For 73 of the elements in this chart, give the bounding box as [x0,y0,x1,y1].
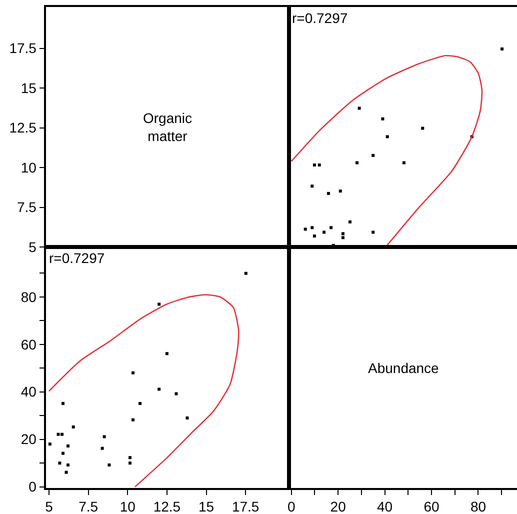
point [48,442,52,446]
point [58,462,62,465]
point [61,402,64,405]
point [64,470,68,474]
point [244,272,248,275]
x-tick-label: 15 [198,498,214,514]
point [355,161,358,164]
x-tick-label: 17.5 [232,498,260,514]
y-tick-label: 0 [28,478,37,495]
point [341,236,344,240]
point [131,418,134,422]
x-tick-label: 12.5 [153,498,181,514]
y-tick-label: 5 [28,238,37,255]
annotation: r=0.7297 [292,10,348,26]
y-tick-label: 40 [20,384,37,400]
point [158,302,161,306]
point [310,184,314,188]
y-tick-label: 7.5 [16,199,37,216]
point [348,220,352,224]
x-tick-label: 20 [330,498,346,514]
y-tick-label: 60 [20,336,37,352]
point [372,230,375,234]
point [128,456,132,460]
point [56,432,60,436]
point [310,226,314,230]
y-tick-label: 80 [20,288,37,305]
annotation: Organic matter [143,110,192,144]
line-series [48,294,240,488]
y-tick-label: 12.5 [9,120,37,136]
point [100,446,104,450]
x-tick-label: 0 [287,498,296,514]
point [312,163,316,166]
point [138,402,142,405]
x-tick-label: 7.5 [78,498,98,514]
point [338,190,342,193]
point [421,126,424,130]
point [186,416,189,420]
y-tick-label: 10 [20,159,37,176]
point [72,425,75,428]
y-tick-label: 15 [20,80,37,96]
point [66,463,70,466]
point [386,135,389,138]
point [66,444,70,448]
point [61,452,64,455]
y-tick-label: 20 [20,431,37,448]
y-tick-label: 17.5 [9,40,37,56]
point [402,161,406,164]
point [131,371,134,374]
point [304,228,307,231]
x-tick-label: 10 [120,498,136,514]
point [165,352,168,356]
point [312,234,316,238]
x-tick-label: 60 [424,498,440,514]
point [358,106,361,110]
point [381,117,384,120]
point [330,226,333,230]
point [102,435,106,438]
point [128,462,132,465]
point [322,230,326,234]
point [372,154,375,157]
x-tick-label: 5 [45,498,54,514]
x-tick-label: 40 [376,498,393,514]
point [60,432,64,436]
point [341,232,344,236]
point [500,47,504,50]
annotation: Abundance [368,360,440,376]
point [158,388,161,391]
annotation: r=0.7297 [49,250,105,266]
point [108,463,111,466]
point [318,163,321,166]
point [326,192,330,195]
point [174,392,178,396]
x-tick-label: 80 [470,498,486,514]
